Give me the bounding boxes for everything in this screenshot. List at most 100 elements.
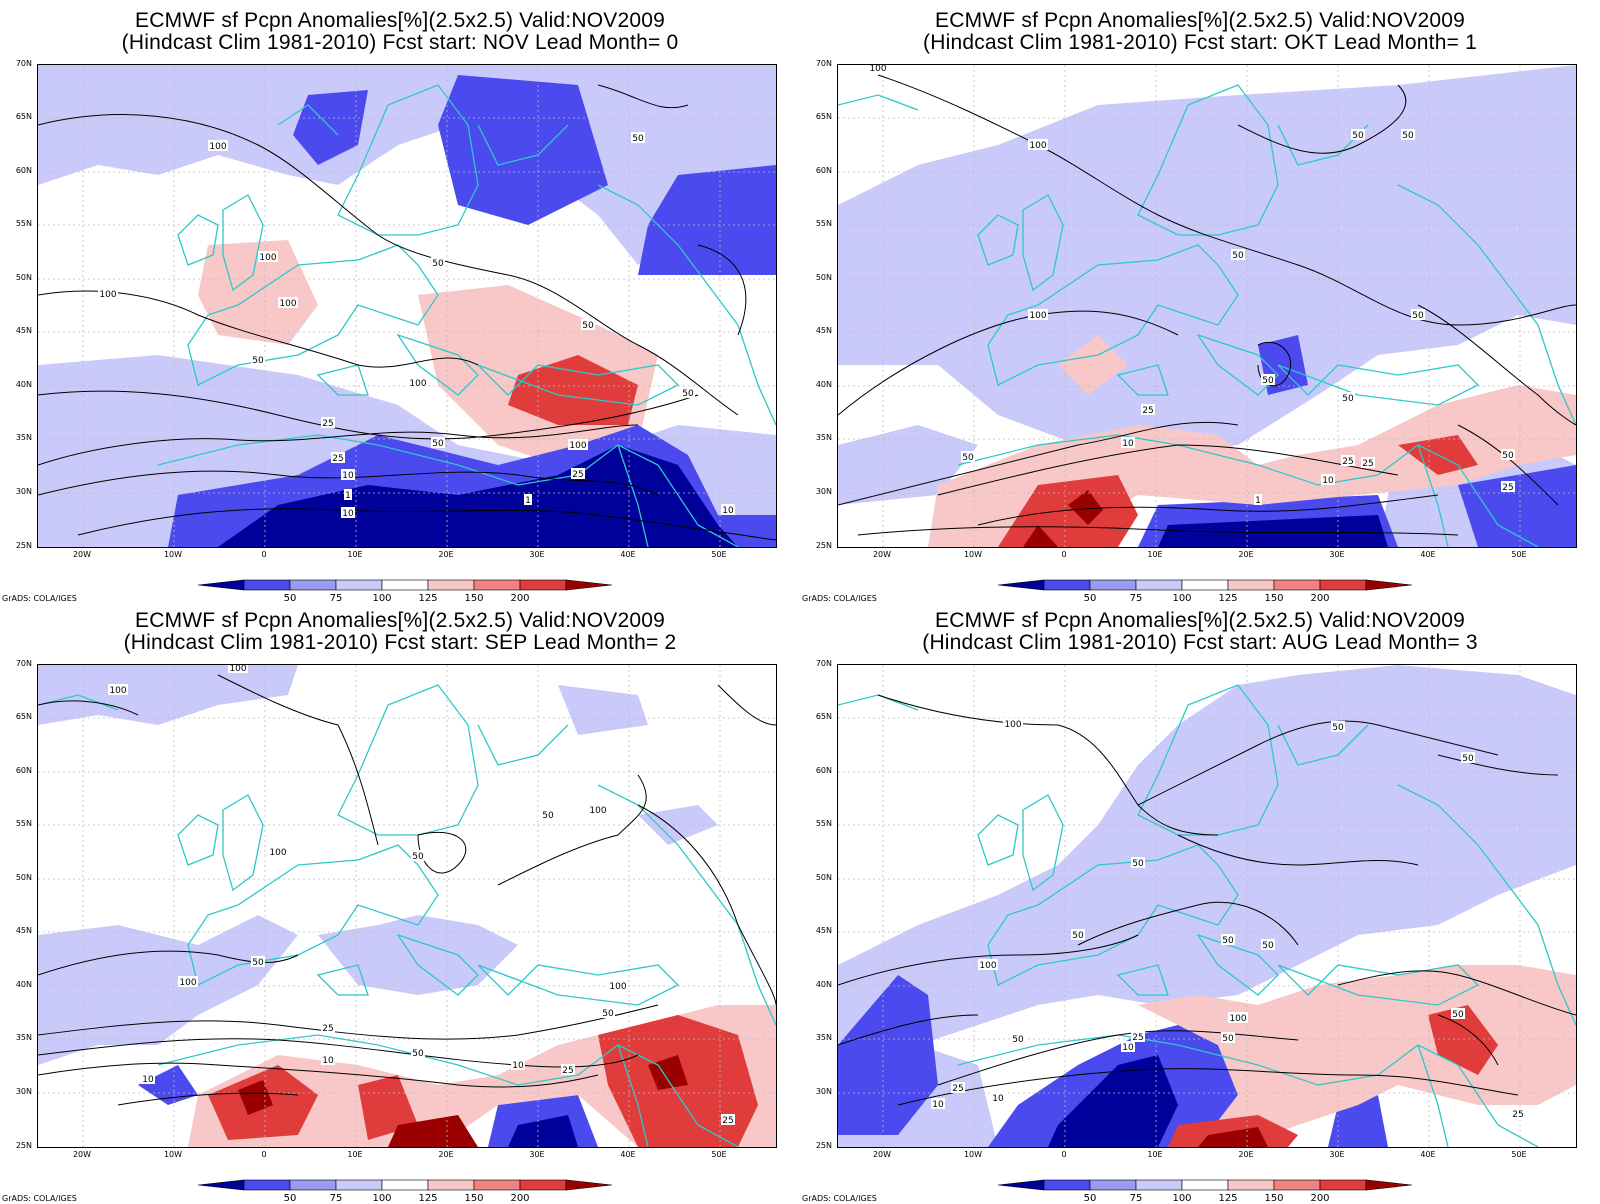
longitude-label: 40E <box>1420 550 1436 559</box>
well-above-area <box>508 355 638 425</box>
longitude-label: 10W <box>163 550 183 559</box>
contour-label-bg <box>411 850 425 861</box>
contour-label-bg <box>1011 1033 1025 1044</box>
panel-title-line1: ECMWF sf Pcpn Anomalies[%](2.5x2.5) Vali… <box>135 609 665 632</box>
contour-label: 25 <box>1502 483 1513 493</box>
colorbar-segment <box>243 579 291 591</box>
contour-label-bg <box>1511 1108 1525 1119</box>
colorbar-segment <box>1319 1179 1367 1191</box>
contour-label-bg <box>1228 1012 1248 1023</box>
colorbar-label: 200 <box>510 593 530 604</box>
contour-label: 10 <box>322 1056 334 1066</box>
latitude-label: 55N <box>15 819 32 828</box>
longitude-label: 10W <box>163 1150 183 1159</box>
above-normal-area <box>1058 335 1128 395</box>
coastlines <box>157 84 776 547</box>
colorbar-segment <box>289 579 337 591</box>
latitude-label: 25N <box>815 1141 832 1150</box>
contour-label: 10 <box>142 1075 154 1085</box>
latitude-label: 65N <box>15 712 32 721</box>
colorbar-segment <box>381 579 429 591</box>
longitude-label: 0 <box>261 1150 267 1159</box>
precip-anomaly-map: 100 100 100 50 50 50 50 50 50 25 10 1 50 25 25 10 50 25 <box>838 65 1576 547</box>
contour-label-bg <box>541 809 555 820</box>
longitude-label: 40E <box>1420 1150 1436 1159</box>
contour-label: 50 <box>252 356 264 366</box>
longitude-label: 10E <box>1147 1150 1163 1159</box>
colorbar <box>198 1179 612 1191</box>
contour-label-bg <box>1121 437 1135 448</box>
contour-label-bg <box>1341 455 1355 466</box>
latitude-label: 40N <box>815 380 832 389</box>
latitude-label: 70N <box>15 59 32 68</box>
contour-label: 100 <box>609 982 626 992</box>
contour-label: 50 <box>632 134 644 144</box>
colorbar-segment <box>473 1179 521 1191</box>
colorbar <box>998 579 1412 591</box>
colorbar-segment <box>473 579 521 591</box>
colorbar <box>998 1179 1412 1191</box>
colorbar-label: 125 <box>1218 1193 1238 1204</box>
latitude-label: 35N <box>815 1033 832 1042</box>
contour-label: 100 <box>259 253 276 263</box>
longitude-label: 10E <box>347 550 363 559</box>
latitude-label: 65N <box>15 112 32 121</box>
grads-credit: GrADS: COLA/IGES <box>802 594 877 603</box>
map-area: 100 100 100 100 50 50 50 25 25 10 10 1 1 50 100 50 50 100… <box>37 64 777 548</box>
contour-label: 100 <box>229 665 246 674</box>
map-panel-lead-2: ECMWF sf Pcpn Anomalies[%](2.5x2.5) Vali… <box>0 600 800 1204</box>
latitude-label: 70N <box>815 59 832 68</box>
contour-label-bg <box>1461 752 1475 763</box>
contour-label: 25 <box>1132 1033 1143 1043</box>
map-area: 100 100 100 50 50 50 50 50 50 25 10 1 50 25 25 10 50 25 <box>837 64 1577 548</box>
contour-label-bg <box>951 1082 965 1093</box>
colorbar-segment <box>198 579 245 591</box>
latitude-label: 50N <box>815 273 832 282</box>
contour-label: 100 <box>589 806 606 816</box>
contour-label-bg <box>341 469 355 480</box>
colorbar-label: 100 <box>1172 1193 1192 1204</box>
contour-label-bg <box>581 319 595 330</box>
latitude-label: 40N <box>15 980 32 989</box>
contour-label-bg <box>1071 929 1085 940</box>
contour-label: 10 <box>1122 1043 1134 1053</box>
contour-label: 50 <box>432 439 444 449</box>
longitude-label: 0 <box>1061 1150 1067 1159</box>
below-normal-area <box>38 65 776 265</box>
contour-label: 25 <box>1362 459 1373 469</box>
colorbar-label: 150 <box>464 1193 484 1204</box>
longitude-label: 20E <box>438 1150 454 1159</box>
contour-label-bg <box>411 1047 425 1058</box>
contour-label: 100 <box>979 961 996 971</box>
longitude-label: 10W <box>963 1150 983 1159</box>
contour-label-bg <box>511 1059 525 1070</box>
contour-label: 25 <box>332 454 343 464</box>
contour-label: 25 <box>722 1116 733 1126</box>
contour-label-bg <box>1331 721 1345 732</box>
contour-label-bg <box>978 959 998 970</box>
contour-label: 10 <box>992 1094 1004 1104</box>
contour-label: 25 <box>562 1066 573 1076</box>
much-below-area <box>838 975 938 1135</box>
colorbar-segment <box>1365 1179 1412 1191</box>
latitude-label: 70N <box>815 659 832 668</box>
contour-label: 50 <box>412 1049 424 1059</box>
contour-label: 10 <box>342 509 354 519</box>
contour-label-bg <box>1361 457 1375 468</box>
longitude-label: 0 <box>261 550 267 559</box>
colorbar-segment <box>565 579 612 591</box>
far-above-area <box>648 1055 688 1090</box>
contour-label-bg <box>1131 1031 1145 1042</box>
colorbar-label: 200 <box>1310 1193 1330 1204</box>
contour-label-bg <box>524 494 532 505</box>
latitude-label: 25N <box>815 541 832 550</box>
contour-label: 50 <box>432 259 444 269</box>
contour-label: 100 <box>1004 720 1021 730</box>
colorbar-segment <box>243 1179 291 1191</box>
contour-label-bg <box>258 251 278 262</box>
latitude-label: 30N <box>815 487 832 496</box>
contour-label: 50 <box>1262 941 1274 951</box>
colorbar-label: 75 <box>1129 1193 1143 1204</box>
contour-label: 50 <box>1072 931 1084 941</box>
